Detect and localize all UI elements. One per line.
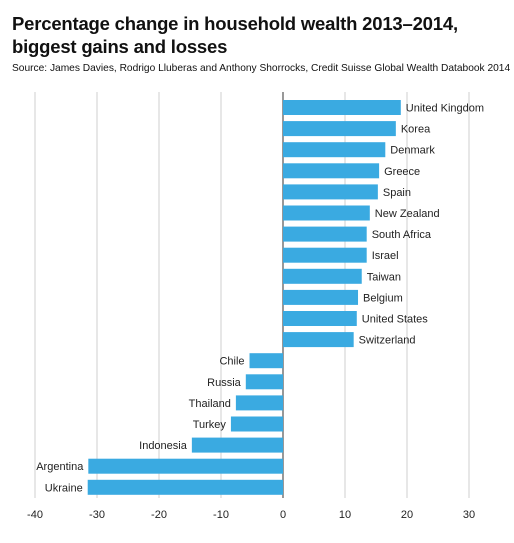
- bar-indonesia: [191, 437, 283, 453]
- x-tick-label-30: 30: [463, 509, 475, 521]
- bar-turkey: [230, 416, 283, 432]
- bar-label-chile: Chile: [219, 356, 244, 368]
- chart-title-line-2: biggest gains and losses: [12, 36, 228, 57]
- bar-label-belgium: Belgium: [363, 292, 403, 304]
- bar-label-taiwan: Taiwan: [367, 271, 401, 283]
- bar-label-korea: Korea: [401, 124, 431, 136]
- bar-russia: [245, 374, 283, 390]
- bar-korea: [283, 121, 396, 137]
- bar-label-argentina: Argentina: [36, 461, 84, 473]
- x-tick-label-10: -10: [213, 509, 229, 521]
- bar-label-denmark: Denmark: [390, 145, 435, 157]
- bar-greece: [283, 163, 380, 179]
- x-tick-label-30: -30: [89, 509, 105, 521]
- chart-title-line-1: Percentage change in household wealth 20…: [12, 13, 458, 34]
- bar-south-africa: [283, 226, 367, 242]
- bar-new-zealand: [283, 205, 370, 221]
- bar-ukraine: [87, 479, 283, 495]
- bar-label-spain: Spain: [383, 187, 411, 199]
- bar-label-united-states: United States: [362, 314, 429, 326]
- bar-argentina: [88, 458, 283, 474]
- bar-belgium: [283, 289, 359, 305]
- chart-title: Percentage change in household wealth 20…: [12, 12, 502, 58]
- bar-label-south-africa: South Africa: [372, 229, 432, 241]
- bars: [87, 100, 401, 495]
- bar-denmark: [283, 142, 386, 158]
- x-tick-label-20: -20: [151, 509, 167, 521]
- bar-thailand: [235, 395, 283, 411]
- bar-united-kingdom: [283, 100, 401, 115]
- bar-spain: [283, 184, 378, 200]
- bar-switzerland: [283, 332, 354, 348]
- x-tick-label-10: 10: [339, 509, 351, 521]
- bar-label-israel: Israel: [372, 250, 399, 262]
- x-tick-label-40: -40: [27, 509, 43, 521]
- bar-label-ukraine: Ukraine: [45, 482, 83, 494]
- bar-label-russia: Russia: [207, 377, 242, 389]
- bar-label-indonesia: Indonesia: [139, 440, 188, 452]
- bar-taiwan: [283, 268, 362, 284]
- bar-united-states: [283, 311, 357, 326]
- bar-israel: [283, 247, 367, 263]
- x-tick-label-20: 20: [401, 509, 413, 521]
- chart-source: Source: James Davies, Rodrigo Lluberas a…: [12, 63, 511, 74]
- bar-label-united-kingdom: United Kingdom: [406, 103, 484, 115]
- bar-label-new-zealand: New Zealand: [375, 208, 440, 220]
- bar-label-greece: Greece: [384, 166, 420, 178]
- bar-label-switzerland: Switzerland: [359, 335, 416, 347]
- x-tick-label-0: 0: [280, 509, 286, 521]
- x-axis-tick-labels: -40 -30 -20 -10 0 10 20 30: [27, 509, 475, 521]
- bar-labels: United Kingdom Korea Denmark Greece Spain New…: [36, 103, 484, 495]
- bar-label-turkey: Turkey: [193, 419, 227, 431]
- bar-label-thailand: Thailand: [189, 398, 231, 410]
- bar-chile: [249, 353, 283, 369]
